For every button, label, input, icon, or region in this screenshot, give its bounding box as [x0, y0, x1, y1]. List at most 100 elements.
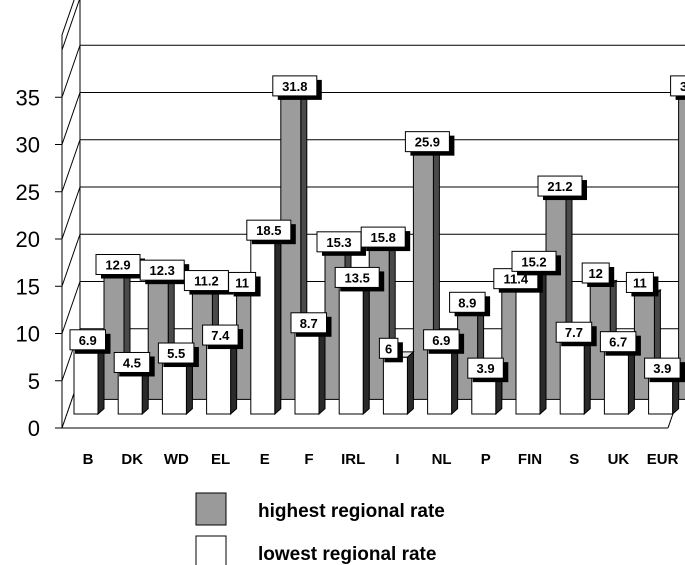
- x-tick-label: UK: [608, 451, 630, 468]
- y-axis: 0 5 10 15 20 25 30 35: [16, 85, 62, 441]
- bar-lowest-F: [293, 325, 327, 416]
- svg-text:11: 11: [633, 275, 647, 290]
- legend: highest regional rate lowest regional rat…: [195, 492, 445, 565]
- y-tick-label: 10: [16, 322, 40, 347]
- data-labels: 12.9 6.9 12.3 4.5 11.2 5.5 11 7.4 31.8 18.5 15.3 8.…: [69, 75, 685, 383]
- gridline-diag: [61, 139, 81, 192]
- y-tick-label: 30: [16, 133, 40, 158]
- svg-text:15.8: 15.8: [371, 230, 396, 245]
- x-tick-label: EUR: [647, 451, 679, 468]
- svg-text:6.7: 6.7: [609, 335, 627, 350]
- svg-text:4.5: 4.5: [123, 355, 141, 370]
- svg-text:25.9: 25.9: [415, 135, 440, 150]
- label-highest-F: 15.3: [316, 231, 366, 256]
- y-tick-label: 0: [28, 416, 40, 441]
- label-highest-WD: 11.2: [183, 270, 234, 295]
- bar-highest-EUR: [677, 93, 685, 400]
- label-highest-FIN: 21.2: [537, 175, 587, 201]
- label-lowest-S: 7.7: [555, 321, 597, 347]
- label-lowest-IRL: 13.5: [334, 266, 385, 292]
- y-tick-label: 15: [16, 274, 40, 299]
- svg-text:15.2: 15.2: [521, 254, 546, 269]
- label-highest-I: 25.9: [404, 131, 455, 156]
- y-tick-label: 5: [28, 369, 40, 394]
- label-lowest-F: 8.7: [290, 312, 332, 337]
- svg-text:8.9: 8.9: [458, 295, 476, 310]
- label-highest-EUR: 31.8: [670, 75, 685, 100]
- legend-item-lowest: lowest regional rate: [195, 535, 436, 565]
- svg-text:3.9: 3.9: [653, 361, 671, 376]
- label-highest-DK: 12.3: [139, 259, 190, 285]
- gridline-diag: [61, 281, 81, 334]
- x-tick-label: I: [395, 451, 399, 468]
- svg-text:5.5: 5.5: [167, 346, 185, 361]
- svg-text:6.9: 6.9: [79, 333, 97, 348]
- label-lowest-FIN: 15.2: [511, 250, 561, 276]
- legend-swatch: [195, 535, 227, 565]
- x-tick-label: S: [569, 451, 579, 468]
- label-lowest-WD: 5.5: [157, 342, 199, 368]
- svg-text:12.3: 12.3: [150, 263, 175, 278]
- svg-text:11.4: 11.4: [504, 272, 529, 287]
- gridline-diag: [61, 186, 81, 240]
- svg-text:11.2: 11.2: [194, 274, 219, 289]
- svg-text:7.7: 7.7: [565, 325, 583, 340]
- x-tick-label: P: [481, 451, 491, 468]
- svg-text:8.7: 8.7: [300, 316, 318, 331]
- gridline-diag: [61, 234, 81, 287]
- label-lowest-E: 18.5: [246, 219, 296, 245]
- x-tick-label: FIN: [518, 451, 542, 468]
- svg-text:21.2: 21.2: [547, 179, 572, 194]
- x-tick-label: WD: [164, 451, 189, 468]
- svg-text:12.9: 12.9: [105, 257, 130, 272]
- bar-lowest-S: [558, 334, 592, 416]
- x-tick-label: DK: [121, 451, 143, 468]
- label-lowest-NL: 6.9: [423, 329, 465, 354]
- label-lowest-UK: 6.7: [599, 331, 641, 356]
- gridline-diag: [61, 92, 81, 145]
- legend-item-highest: highest regional rate: [195, 492, 445, 526]
- legend-label: highest regional rate: [258, 501, 445, 522]
- label-lowest-EL: 7.4: [202, 324, 244, 350]
- left-wall-edge: [61, 0, 75, 428]
- x-tick-label: EL: [211, 451, 230, 468]
- svg-text:7.4: 7.4: [211, 328, 230, 343]
- svg-text:11: 11: [235, 275, 249, 290]
- label-lowest-I: 6: [378, 337, 403, 363]
- label-highest-IRL: 15.8: [360, 226, 411, 252]
- label-highest-B: 12.9: [95, 253, 145, 279]
- legend-label: lowest regional rate: [258, 544, 436, 565]
- svg-text:31.8: 31.8: [680, 79, 685, 94]
- bar-lowest-B: [72, 342, 106, 416]
- series-lowest-bars: [72, 232, 680, 416]
- x-tick-label: E: [260, 451, 270, 468]
- bar-lowest-FIN: [514, 263, 548, 416]
- gridline-diag: [61, 0, 80, 51]
- x-tick-label: F: [304, 451, 313, 468]
- label-lowest-P: 3.9: [467, 357, 509, 383]
- label-lowest-B: 6.9: [69, 329, 111, 354]
- label-highest-NL: 8.9: [449, 291, 491, 317]
- gridline-diag: [61, 45, 81, 98]
- legend-swatch: [195, 492, 227, 526]
- bar-lowest-E: [249, 232, 283, 416]
- svg-text:31.8: 31.8: [282, 79, 307, 94]
- label-highest-E: 31.8: [272, 75, 322, 100]
- svg-text:18.5: 18.5: [256, 223, 281, 238]
- label-highest-S: 12: [581, 262, 615, 287]
- svg-text:15.3: 15.3: [326, 235, 351, 250]
- x-axis: B DK WD EL E F IRL I NL P FIN S UK EUR: [62, 427, 679, 468]
- svg-text:6.9: 6.9: [432, 333, 450, 348]
- x-tick-label: B: [83, 451, 94, 468]
- y-tick-label: 20: [16, 227, 40, 252]
- label-highest-UK: 11: [625, 271, 659, 297]
- bar-lowest-NL: [426, 342, 459, 416]
- bar-lowest-EL: [205, 337, 238, 416]
- svg-text:3.9: 3.9: [477, 361, 495, 376]
- svg-text:6: 6: [385, 341, 392, 356]
- svg-text:13.5: 13.5: [345, 270, 370, 285]
- label-highest-EL: 11: [228, 271, 261, 297]
- label-highest-P: 11.4: [493, 268, 543, 293]
- y-tick-label: 25: [16, 180, 40, 205]
